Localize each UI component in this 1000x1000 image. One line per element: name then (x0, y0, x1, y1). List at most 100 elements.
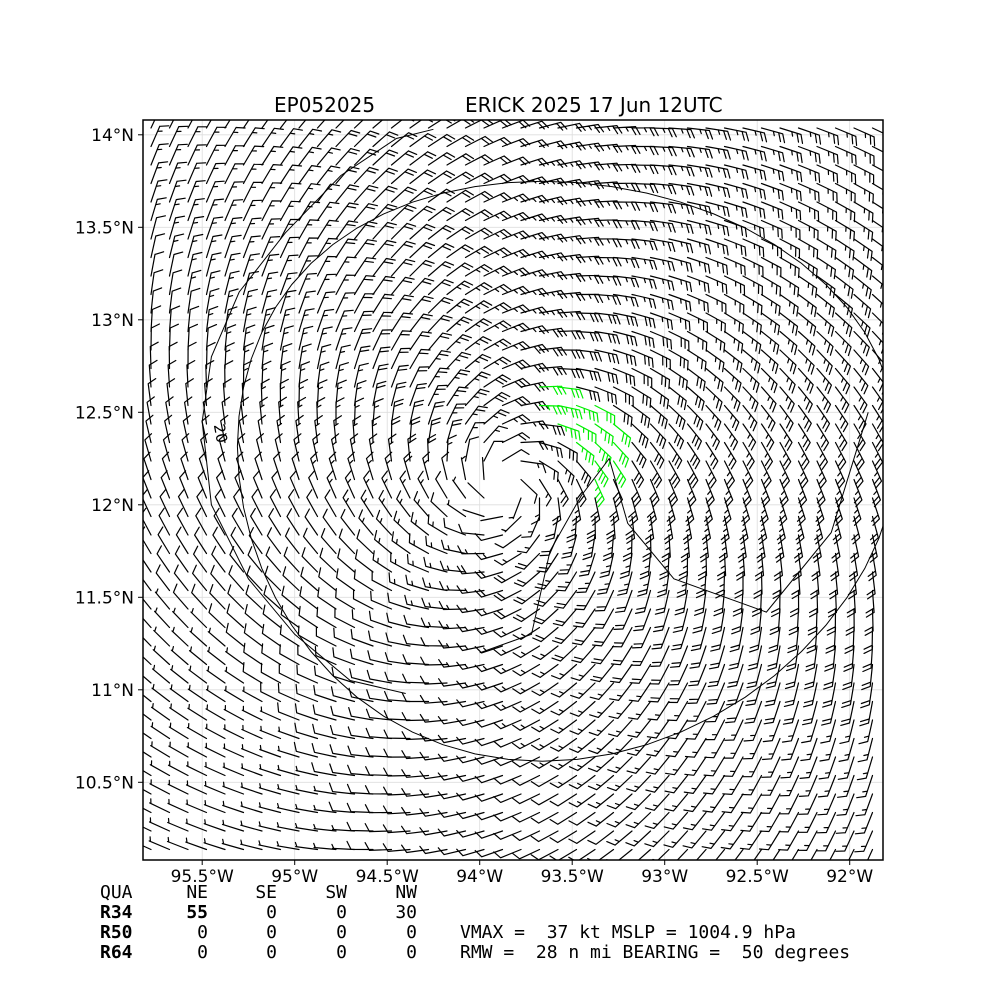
wind-barb (149, 779, 171, 795)
wind-barb (261, 164, 283, 185)
wind-barb (150, 143, 169, 166)
wind-barb (705, 275, 728, 295)
wind-barb (329, 763, 356, 777)
wind-barb (776, 515, 786, 545)
table-header-nw: NW (395, 882, 417, 903)
wind-barb (352, 415, 362, 444)
wind-barb (512, 756, 541, 768)
wind-barb (778, 830, 800, 851)
wind-barb (295, 823, 319, 832)
wind-barb (628, 497, 639, 526)
wind-barb (164, 414, 173, 444)
wind-barb (871, 219, 883, 233)
wind-barb (702, 811, 726, 831)
wind-barb (759, 793, 781, 814)
wind-barb (703, 774, 726, 795)
wind-barb (406, 554, 430, 573)
wind-barb (816, 367, 832, 395)
wind-barb (871, 312, 883, 335)
wind-barb (572, 497, 582, 526)
table-header-qua: QUA (100, 882, 133, 903)
wind-barb (705, 293, 727, 314)
wind-barb (168, 269, 183, 296)
wind-barb (628, 682, 652, 702)
wind-barb (474, 774, 504, 784)
wind-barb (835, 811, 855, 834)
wind-barb (403, 451, 413, 481)
wind-barb (612, 163, 641, 173)
wind-barb (645, 774, 670, 793)
wind-barb (258, 840, 282, 851)
wind-barb (649, 349, 671, 370)
wind-barb (667, 478, 678, 508)
wind-barb (761, 737, 781, 761)
wind-barb (438, 659, 467, 668)
wind-barb (335, 397, 345, 425)
wind-barb (606, 515, 616, 544)
wind-barb (312, 704, 337, 721)
wind-barb (760, 386, 777, 413)
wind-barb (839, 719, 855, 744)
wind-barb (705, 312, 726, 334)
wind-barb (318, 567, 337, 592)
wind-barb (151, 683, 171, 703)
wind-barb (668, 256, 693, 273)
wind-barb (742, 423, 757, 451)
wind-barb (633, 608, 652, 632)
wind-barb (217, 451, 226, 481)
wind-barb (252, 470, 263, 499)
wind-barb (609, 497, 620, 526)
wind-barb (358, 509, 374, 536)
wind-barb (483, 228, 512, 240)
coastline (201, 128, 869, 694)
wind-barb (427, 332, 452, 351)
wind-barb (423, 556, 448, 573)
wind-barb (631, 404, 651, 429)
wind-barb (746, 663, 763, 689)
wind-barb (648, 682, 670, 703)
wind-barb (575, 441, 595, 466)
wind-barb (266, 527, 282, 555)
wind-barb (143, 826, 152, 832)
radius-value: 0 (266, 902, 277, 923)
wind-barb (221, 838, 245, 851)
wind-barb (837, 774, 855, 798)
wind-barb (205, 306, 219, 333)
wind-barb (587, 793, 615, 809)
wind-barb (409, 277, 435, 296)
wind-barb (686, 312, 708, 333)
wind-barb (587, 811, 615, 827)
wind-barb (612, 219, 640, 230)
wind-barb (370, 590, 393, 610)
wind-barb (570, 663, 596, 681)
wind-barb (494, 552, 522, 566)
wind-barb (222, 762, 245, 777)
wind-barb (493, 682, 522, 693)
wind-barb (594, 162, 623, 172)
wind-barb (816, 441, 828, 470)
wind-barb (862, 645, 874, 673)
wind-barb (516, 534, 541, 554)
wind-barb (612, 182, 641, 192)
y-tick-label: 11.5°N (75, 588, 134, 608)
wind-barb (748, 626, 763, 653)
wind-barb (705, 256, 729, 275)
wind-barb (168, 287, 182, 314)
wind-barb (150, 722, 171, 740)
wind-barb (834, 312, 853, 337)
wind-barb (278, 396, 287, 425)
wind-barb (168, 251, 184, 277)
wind-barb (143, 788, 152, 795)
wind-barb (166, 378, 176, 407)
wind-barb (742, 478, 752, 508)
wind-barb (311, 762, 337, 777)
wind-barb (631, 367, 653, 388)
wind-barb (520, 478, 538, 504)
wind-barb (739, 830, 763, 850)
wind-barb (858, 719, 874, 745)
wind-barb (631, 164, 659, 175)
wind-barb (446, 134, 475, 148)
wind-barb (588, 737, 615, 755)
wind-barb (240, 839, 263, 851)
wind-barb (538, 196, 568, 206)
